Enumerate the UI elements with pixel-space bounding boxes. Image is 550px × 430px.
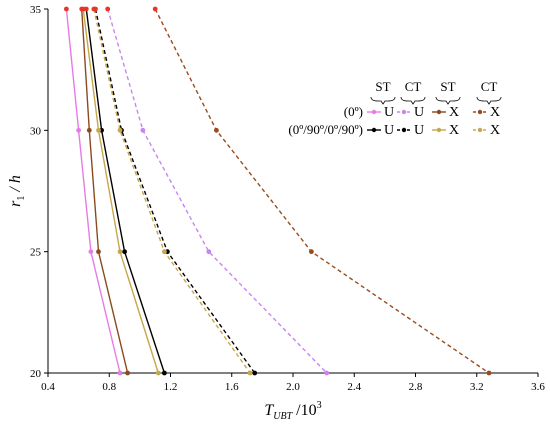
point-u4_st-2 (122, 249, 127, 255)
series-line-u4_ct (94, 8, 256, 374)
point-x0_st-1 (86, 127, 92, 133)
series-line-x0_ct (154, 8, 490, 374)
point-x4_ct-1 (117, 127, 123, 133)
legend-marker-u4_st (371, 127, 377, 133)
legend-marker-u0_st (371, 109, 377, 115)
series-line-u0_st (65, 8, 121, 374)
legend-row-label: (0º/90º/0º/90º) (288, 122, 363, 137)
point-x0_st-2 (96, 249, 101, 255)
legend-symbol-u0_ct: U (414, 105, 424, 120)
legend-brace (476, 96, 502, 105)
point-u0_ct-2 (206, 249, 212, 255)
legend-brace (370, 96, 396, 105)
legend-marker-x0_st (436, 109, 442, 115)
x-axis-title-suffix: /10 (292, 402, 316, 419)
x-axis-title-main: T (264, 402, 274, 419)
x-tick-label: 0.4 (41, 381, 55, 393)
point-u0_ct-1 (140, 127, 146, 133)
axes: 0.4 0.8 1.2 1.6 2.0 2.4 2.8 3.2 3.6 20 25 30 35 TUBT … (7, 4, 545, 422)
series-u0_ct (105, 6, 330, 376)
x-axis-title: TUBT /103 (264, 400, 321, 422)
y-axis-title-suffix: / h (7, 175, 24, 195)
x-tick-label: 1.6 (225, 381, 239, 393)
series-x4_st (80, 6, 161, 376)
y-tick-label: 30 (30, 125, 42, 137)
point-x0_ct-3 (486, 370, 492, 376)
point-x4_st-1 (96, 127, 101, 133)
point-u0_st-3 (117, 370, 123, 376)
x-tick-label: 2.8 (409, 381, 423, 393)
legend-symbol-x0_ct: X (490, 105, 500, 120)
point-u4_ct-3 (252, 370, 258, 376)
series-layer (64, 6, 492, 376)
point-u0_ct-0 (105, 6, 111, 12)
point-u0_ct-3 (324, 370, 330, 376)
series-line-x4_st (82, 8, 159, 374)
series-u4_st (83, 6, 167, 376)
point-u0_st-1 (76, 127, 81, 133)
legend-marker-u0_ct (401, 109, 407, 115)
series-u4_ct (93, 6, 258, 376)
x-tick-label: 3.6 (531, 381, 545, 393)
point-u4_st-3 (162, 370, 167, 376)
legend-column-header: CT (481, 79, 498, 94)
legend-column-header: ST (375, 79, 390, 94)
y-axis-title-main: r (7, 200, 24, 207)
series-u0_st (64, 6, 123, 376)
point-x0_ct-2 (309, 249, 314, 255)
x-axis-title-sup: 3 (317, 400, 322, 411)
legend-symbol-u4_ct: U (414, 123, 424, 138)
legend-marker-u4_ct (401, 127, 407, 133)
y-tick-label: 25 (30, 247, 42, 259)
legend: ST CT ST CT(0º)(0º/90º/0º/90º)U U X XU U X X (288, 79, 502, 138)
series-line-x4_ct (93, 8, 251, 374)
legend-column-header: CT (405, 79, 422, 94)
legend-marker-x4_ct (477, 127, 483, 133)
x-tick-label: 3.2 (470, 381, 484, 393)
point-x4_st-0 (80, 6, 86, 12)
legend-symbol-u0_st: U (384, 105, 394, 120)
x-tick-label: 2.4 (347, 381, 361, 393)
point-u0_st-0 (64, 6, 69, 12)
series-line-u0_ct (107, 8, 328, 374)
legend-column-header: ST (440, 79, 455, 94)
y-axis-title: r1 / h (7, 175, 27, 207)
point-x4_st-2 (117, 249, 123, 255)
y-tick-label: 35 (30, 4, 42, 16)
x-tick-label: 0.8 (102, 381, 116, 393)
legend-marker-x0_ct (477, 109, 483, 115)
point-x4_ct-2 (162, 249, 167, 255)
y-axis-title-sub: 1 (16, 196, 27, 201)
legend-symbol-x4_ct: X (490, 123, 500, 138)
legend-brace (400, 96, 426, 105)
legend-row-label: (0º) (344, 104, 363, 119)
legend-marker-x4_st (436, 127, 442, 133)
point-x0_st-3 (125, 370, 130, 376)
x-tick-label: 1.2 (164, 381, 178, 393)
point-x4_st-3 (155, 370, 161, 376)
y-tick-label: 20 (30, 368, 42, 380)
series-x4_ct (91, 6, 253, 376)
point-u0_st-2 (88, 249, 94, 255)
series-x0_st (79, 6, 130, 376)
legend-symbol-x4_st: X (449, 123, 459, 138)
series-line-x0_st (81, 8, 129, 374)
x-tick-label: 2.0 (286, 381, 300, 393)
legend-brace (435, 96, 461, 105)
point-x0_ct-1 (214, 127, 219, 133)
point-x4_ct-3 (247, 370, 253, 376)
legend-symbol-x0_st: X (449, 105, 459, 120)
x-axis-title-sub: UBT (273, 411, 293, 422)
series-line-u4_st (85, 8, 166, 374)
legend-symbol-u4_st: U (384, 123, 394, 138)
point-x4_ct-0 (91, 6, 97, 12)
series-x0_ct (152, 6, 492, 376)
point-x0_ct-0 (152, 6, 158, 12)
